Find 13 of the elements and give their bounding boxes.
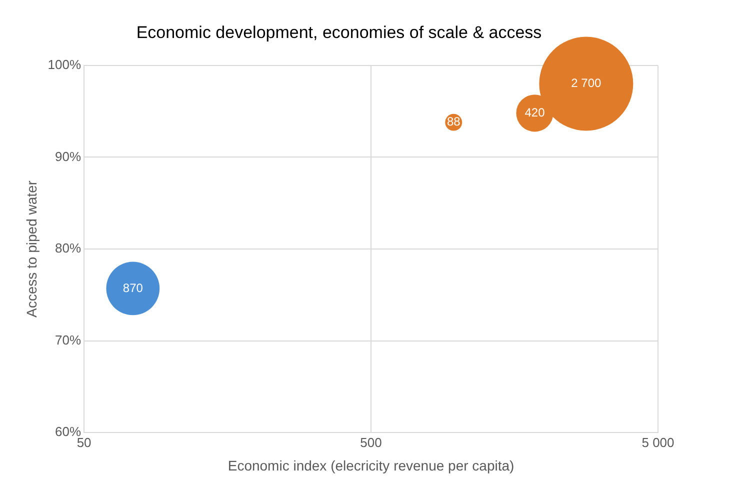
annotation: 870: [122, 280, 144, 295]
x-tick-label: 5 000: [642, 434, 674, 450]
x-tick-label: 500: [360, 434, 382, 450]
annotation: 420: [524, 105, 546, 120]
chart-title: Economic development, economies of scale & access: [136, 22, 542, 42]
y-tick-label: 70%: [55, 332, 82, 348]
annotation: 2 700: [571, 76, 602, 90]
y-tick-label: 90%: [55, 148, 82, 164]
y-tick-label: 100%: [48, 56, 82, 72]
y-axis-title: Access to piped water: [23, 180, 40, 318]
y-tick-label: 80%: [55, 240, 82, 256]
x-axis-title: Economic index (elecricity revenue per capita): [228, 457, 514, 474]
annotation: 88: [446, 114, 461, 129]
